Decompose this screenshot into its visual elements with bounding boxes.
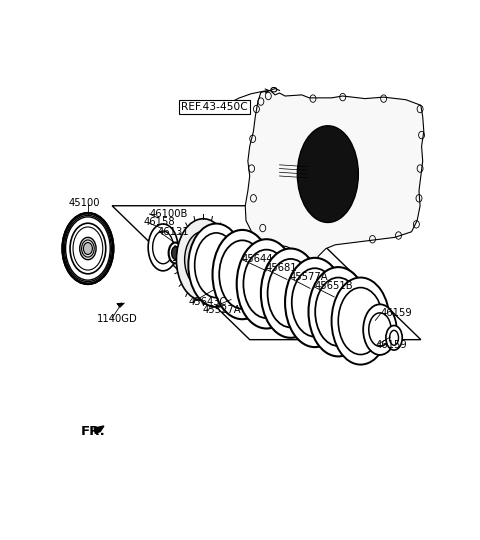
Ellipse shape (168, 242, 182, 264)
Ellipse shape (177, 219, 230, 301)
Ellipse shape (62, 213, 113, 284)
Ellipse shape (261, 248, 321, 338)
Ellipse shape (188, 224, 244, 307)
Ellipse shape (363, 305, 396, 355)
Ellipse shape (213, 230, 272, 319)
Text: 46159: 46159 (375, 340, 407, 350)
Text: 46131: 46131 (157, 227, 189, 237)
Text: REF.43-450C: REF.43-450C (181, 102, 248, 112)
Ellipse shape (297, 126, 359, 222)
Polygon shape (245, 90, 424, 273)
Ellipse shape (172, 247, 179, 259)
Ellipse shape (386, 326, 402, 350)
Ellipse shape (185, 232, 222, 288)
Polygon shape (94, 426, 104, 434)
Ellipse shape (208, 268, 214, 275)
Ellipse shape (148, 224, 178, 271)
Text: 1140GD: 1140GD (97, 314, 138, 324)
Ellipse shape (80, 238, 96, 260)
Text: 46159: 46159 (381, 308, 412, 318)
Ellipse shape (208, 244, 214, 251)
Ellipse shape (193, 244, 198, 251)
Ellipse shape (332, 278, 390, 364)
Ellipse shape (195, 247, 211, 272)
Text: 46100B: 46100B (149, 209, 188, 219)
Text: 46158: 46158 (144, 218, 175, 227)
Text: 45644: 45644 (241, 254, 273, 264)
Ellipse shape (84, 242, 92, 254)
Text: 45643C: 45643C (188, 296, 227, 307)
Ellipse shape (309, 267, 368, 356)
Text: 45577A: 45577A (290, 272, 328, 282)
Text: 45100: 45100 (68, 198, 100, 208)
Text: 45681: 45681 (265, 263, 297, 273)
Ellipse shape (193, 268, 198, 275)
Ellipse shape (285, 258, 345, 347)
Text: 45527A: 45527A (203, 305, 241, 315)
Text: 45651B: 45651B (315, 281, 353, 292)
Ellipse shape (237, 239, 296, 328)
Text: FR.: FR. (81, 426, 105, 438)
